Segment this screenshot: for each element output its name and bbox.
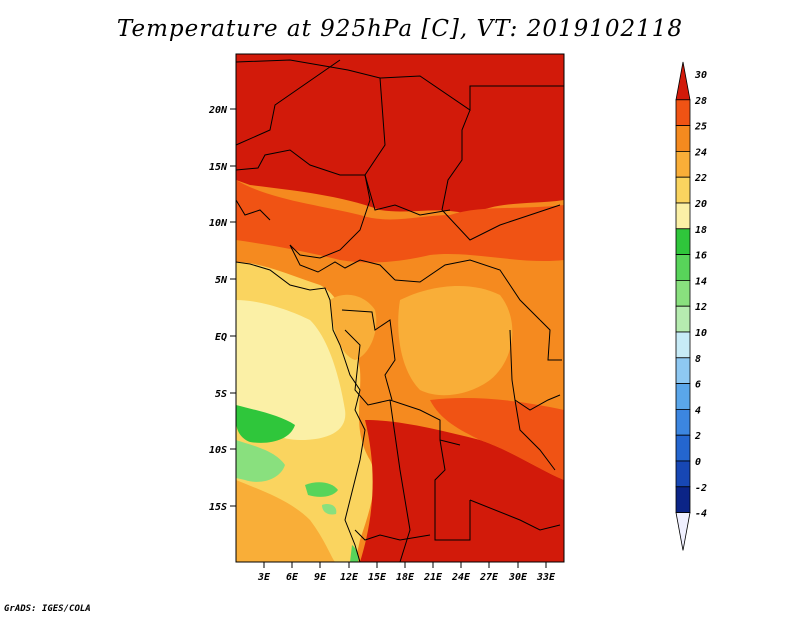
colorbar-swatch <box>675 357 691 384</box>
colorbar-label: 0 <box>695 457 701 468</box>
lon-tick-label: 6E <box>286 572 299 583</box>
lat-tick-label: 15N <box>209 162 228 173</box>
colorbar-label: 6 <box>695 380 701 391</box>
lon-tick-label: 30E <box>508 572 528 583</box>
colorbar-swatch <box>675 150 691 178</box>
colorbar-label: 30 <box>694 70 707 81</box>
colorbar-label: 14 <box>695 276 707 287</box>
lat-tick-label: EQ <box>215 332 227 343</box>
credit-label: GrADS: IGES/COLA <box>4 604 91 614</box>
lat-tick-label: 10N <box>209 218 228 229</box>
colorbar-label: 18 <box>695 225 707 236</box>
colorbar-label: 25 <box>694 122 707 133</box>
lon-tick-label: 21E <box>423 572 443 583</box>
colorbar-swatch <box>675 99 691 127</box>
colorbar-label: 4 <box>695 405 701 416</box>
lon-tick-label: 18E <box>396 572 415 583</box>
lat-tick-label: 20N <box>208 105 228 116</box>
coastline <box>235 261 366 563</box>
colorbar-label: 28 <box>694 96 707 107</box>
colorbar-label: 2 <box>694 431 701 442</box>
colorbar-label: -2 <box>695 483 707 494</box>
lon-tick-label: 9E <box>314 572 327 583</box>
temperature-field <box>236 54 564 562</box>
lon-tick-label: 3E <box>257 572 271 583</box>
colorbar-swatch <box>675 331 691 359</box>
lon-tick-label: 15E <box>368 572 387 583</box>
colorbar-swatch <box>675 202 691 230</box>
map-title: Temperature at 925hPa [C], VT: 201910211… <box>116 16 684 42</box>
lat-tick-label: 5S <box>215 389 227 400</box>
colorbar-swatch <box>675 383 691 410</box>
lat-tick-label: 15S <box>209 502 227 513</box>
colorbar-swatch <box>675 486 691 513</box>
colorbar-swatch <box>675 125 691 152</box>
colorbar-label: 20 <box>694 199 707 210</box>
colorbar-swatch <box>675 408 691 436</box>
lon-tick-label: 33E <box>536 572 556 583</box>
lat-tick-label: 10S <box>209 445 227 456</box>
colorbar-swatch <box>675 512 691 551</box>
colorbar-swatch <box>675 254 691 281</box>
colorbar-swatch <box>675 61 691 101</box>
colorbar-label: 8 <box>695 354 701 365</box>
colorbar-label: -4 <box>695 509 707 520</box>
lon-tick-label: 27E <box>479 572 499 583</box>
longitude-axis: 3E 6E 9E 12E 15E 18E 21E 24E 27E 30E 33E <box>257 562 556 583</box>
colorbar-swatch <box>675 228 691 256</box>
colorbar-label: 16 <box>695 251 707 262</box>
colorbar-swatch <box>675 460 691 488</box>
map-frame <box>235 53 565 563</box>
colorbar-swatch <box>675 305 691 333</box>
lat-tick-label: 5N <box>215 275 228 286</box>
colorbar-label: 22 <box>694 173 707 184</box>
colorbar-swatch <box>675 279 691 307</box>
colorbar-label: 10 <box>695 328 707 339</box>
colorbar-label: 12 <box>695 302 707 313</box>
colorbar-swatch <box>675 434 691 462</box>
colorbar-label: 24 <box>694 147 707 158</box>
country-borders <box>235 59 564 563</box>
latitude-axis: 20N 15N 10N 5N EQ 5S 10S 15S <box>208 105 236 513</box>
lon-tick-label: 12E <box>340 572 359 583</box>
lon-tick-label: 24E <box>451 572 471 583</box>
colorbar-swatch <box>675 176 691 204</box>
